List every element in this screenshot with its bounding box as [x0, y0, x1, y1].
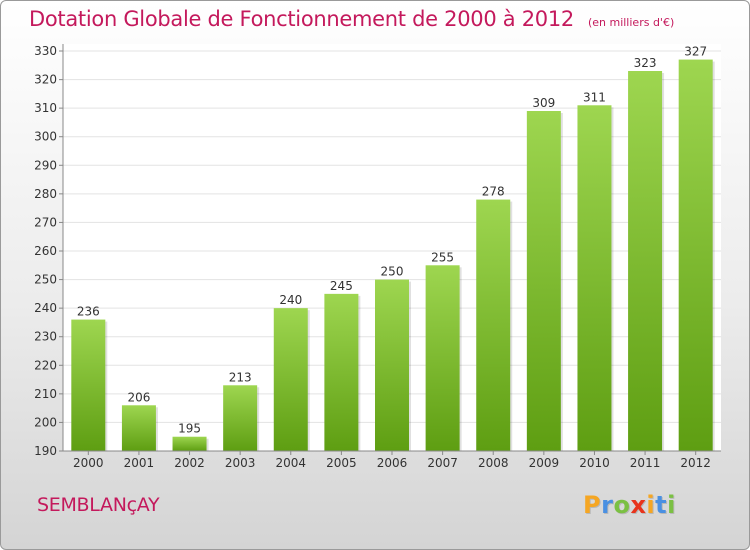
- bar: [71, 319, 106, 451]
- x-tick-label: 2004: [275, 456, 306, 470]
- bar-value-label: 255: [431, 250, 454, 264]
- bar-value-label: 240: [279, 293, 302, 307]
- x-tick-label: 2006: [377, 456, 408, 470]
- x-tick-label: 2005: [326, 456, 357, 470]
- bar: [476, 199, 511, 451]
- bar-value-label: 250: [381, 265, 404, 279]
- x-tick-label: 2011: [630, 456, 661, 470]
- bar-value-label: 311: [583, 90, 606, 104]
- y-tick-label: 260: [34, 244, 57, 258]
- bars: 236 206 195 213 240 245 250 255 278 309 311 323 327: [71, 45, 715, 452]
- bar: [678, 59, 713, 451]
- bar-value-label: 206: [127, 390, 150, 404]
- bar-value-label: 323: [634, 56, 657, 70]
- x-tick-label: 2008: [478, 456, 509, 470]
- x-tick-label: 2010: [579, 456, 610, 470]
- chart-subtitle: (en milliers d'€): [587, 16, 675, 29]
- logo-letter: P: [583, 491, 602, 519]
- bar: [223, 385, 258, 451]
- bar-value-label: 213: [229, 370, 252, 384]
- bar-value-label: 309: [532, 96, 555, 110]
- bar-value-label: 195: [178, 422, 201, 436]
- bar-value-label: 327: [684, 45, 707, 59]
- x-tick-label: 2007: [427, 456, 458, 470]
- bar: [577, 105, 612, 452]
- y-tick-label: 280: [34, 187, 57, 201]
- y-tick-label: 230: [34, 330, 57, 344]
- logo-letter: o: [613, 491, 631, 519]
- x-tick-label: 2001: [124, 456, 155, 470]
- logo-letter: i: [667, 491, 676, 519]
- y-tick-label: 200: [34, 415, 57, 429]
- bar-value-label: 245: [330, 279, 353, 293]
- x-axis: 2000 2001 2002 2003 2004 2005 2006 2007 2008 2009…: [63, 450, 721, 470]
- y-tick-label: 310: [34, 101, 57, 115]
- logo-letter: i: [646, 491, 656, 519]
- y-tick-label: 220: [34, 358, 57, 372]
- bar: [375, 279, 409, 451]
- y-tick-label: 210: [34, 387, 57, 401]
- y-tick-label: 190: [34, 444, 57, 458]
- y-tick-label: 250: [34, 273, 57, 287]
- bar: [324, 293, 359, 451]
- proxiti-logo: Proxiti: [583, 491, 676, 519]
- bar-value-label: 278: [482, 185, 505, 199]
- x-tick-label: 2009: [529, 456, 560, 470]
- bar-value-label: 236: [77, 305, 100, 319]
- bar: [121, 405, 156, 451]
- y-tick-label: 320: [34, 73, 57, 87]
- logo-letter: t: [655, 491, 668, 519]
- commune-name: SEMBLANçAY: [37, 494, 160, 516]
- logo-letter: r: [601, 491, 614, 519]
- y-tick-label: 300: [34, 130, 57, 144]
- bar: [425, 265, 460, 451]
- chart-title: Dotation Globale de Fonctionnement de 20…: [29, 7, 574, 31]
- bar: [172, 436, 207, 451]
- x-tick-label: 2000: [73, 456, 104, 470]
- bar: [526, 111, 561, 451]
- y-tick-label: 290: [34, 158, 57, 172]
- y-axis: 190 200 210 220 230 240 250 260 270 280 290 300 310 3…: [34, 44, 64, 458]
- logo-letter: x: [630, 491, 647, 519]
- y-tick-label: 330: [34, 44, 57, 58]
- y-tick-label: 270: [34, 215, 57, 229]
- title-row: Dotation Globale de Fonctionnement de 20…: [29, 7, 674, 31]
- y-tick-label: 240: [34, 301, 57, 315]
- bar: [628, 71, 663, 451]
- x-tick-label: 2003: [225, 456, 256, 470]
- bar: [273, 308, 308, 451]
- x-tick-label: 2012: [680, 456, 711, 470]
- x-tick-label: 2002: [174, 456, 205, 470]
